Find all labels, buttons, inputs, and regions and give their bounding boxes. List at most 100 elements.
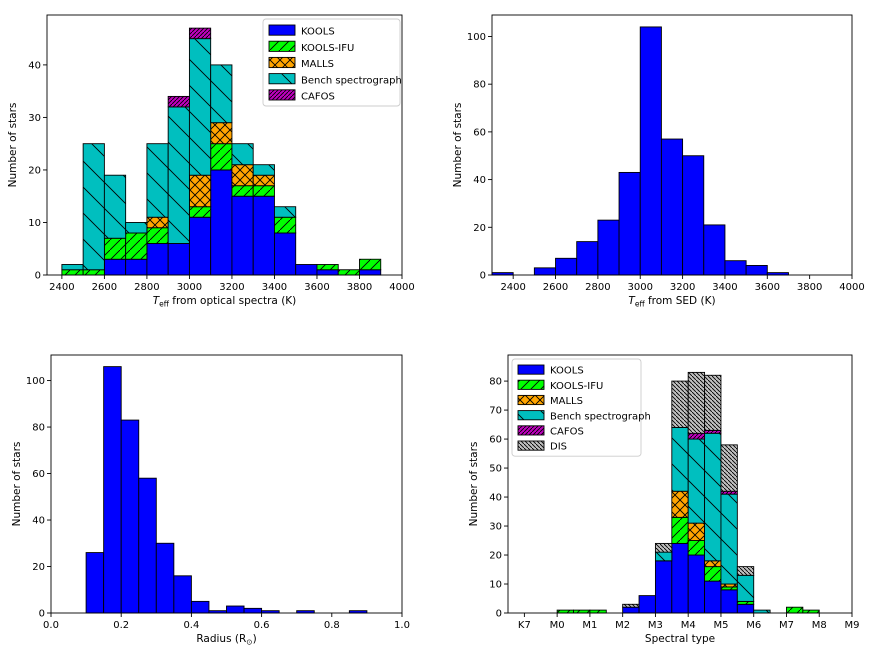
legend-label-kools-ifu: KOOLS-IFU: [550, 381, 603, 392]
bar-kools-9: [720, 589, 738, 613]
bar-kools-6: [671, 543, 689, 613]
legend-swatch-hatch: [518, 410, 544, 420]
legend-swatch-hatch: [269, 41, 295, 52]
axes-frame: [491, 14, 853, 276]
legend-label-bench-spectrograph: Bench spectrograph: [550, 411, 651, 422]
bar-bench-spectrograph-8-edge: [231, 143, 254, 166]
bar-kools-4: [146, 243, 169, 275]
bar-dis-9-edge: [720, 444, 738, 492]
legend-swatch-edge: [268, 89, 296, 101]
x-tick-label: 3400: [712, 282, 737, 293]
y-tick-label: 0: [35, 271, 41, 282]
x-tick-label: 3800: [797, 282, 822, 293]
bar-kools-12: [316, 269, 339, 275]
bar-kools-ifu-0-hatch: [61, 269, 84, 275]
bar-bench-spectrograph-10-edge: [274, 206, 297, 218]
x-tick-label: 4000: [389, 282, 414, 293]
x-tick-label: M1: [582, 620, 597, 631]
bar-malls-9-hatch: [253, 175, 275, 186]
bar-bench-spectrograph-5-hatch: [168, 106, 190, 244]
bar-malls-7-hatch: [688, 523, 705, 541]
x-tick-label: 0.6: [254, 620, 270, 631]
x-tick-label: M0: [550, 620, 565, 631]
bar-cafos-5-hatch: [168, 96, 190, 107]
bar-kools-8: [704, 581, 721, 613]
bar-kools-3: [138, 478, 157, 613]
y-tick-label: 80: [473, 80, 486, 91]
bar-cafos-9-hatch: [720, 491, 738, 495]
bar-kools-ifu-1-hatch: [83, 269, 105, 275]
bar-bench-spectrograph-9-hatch: [720, 494, 738, 585]
legend-swatch-hatch: [518, 441, 544, 451]
bar-dis-3-hatch: [622, 604, 640, 608]
x-tick-label: 2600: [92, 282, 117, 293]
y-tick-label: 0: [480, 271, 486, 282]
bar-kools-ifu-10-hatch: [737, 601, 754, 605]
bar-kools-ifu-8-hatch: [704, 566, 721, 582]
bar-kools-6: [619, 172, 641, 275]
bar-kools-9: [682, 155, 704, 275]
x-tick-label: 0.8: [324, 620, 340, 631]
bar-kools-10: [261, 610, 280, 613]
x-tick-label: 2800: [585, 282, 610, 293]
x-tick-label: 2400: [49, 282, 74, 293]
legend-swatch-edge: [517, 379, 545, 390]
bar-kools-5: [173, 575, 192, 613]
x-tick-label: 2400: [500, 282, 525, 293]
bar-kools-ifu-6-hatch: [671, 517, 689, 544]
legend-swatch-edge: [517, 364, 545, 375]
y-tick-label: 0: [496, 609, 502, 620]
bar-kools-ifu-2-hatch: [589, 610, 607, 613]
bar-kools-3: [622, 607, 640, 613]
x-tick-label: K7: [518, 620, 531, 631]
x-tick-label: M9: [845, 620, 860, 631]
bar-dis-8-edge: [704, 374, 722, 431]
y-axis-label: Number of stars: [452, 103, 464, 188]
y-axis-label: Number of stars: [11, 442, 23, 527]
legend-swatch-edge: [517, 410, 545, 421]
bar-dis-5-hatch: [655, 543, 672, 553]
bar-kools-ifu-10-hatch: [274, 217, 296, 233]
bar-kools-2: [104, 259, 126, 275]
x-tick-label: 3400: [262, 282, 287, 293]
legend-label-bench-spectrograph: Bench spectrograph: [301, 75, 402, 86]
y-tick-label: 20: [28, 165, 41, 176]
bar-cafos-7-hatch: [688, 433, 705, 440]
bar-kools-5: [597, 220, 620, 275]
bar-bench-spectrograph-1-hatch: [83, 143, 105, 270]
bar-kools-ifu-0-hatch: [557, 610, 574, 613]
legend-swatch-hatch: [269, 57, 295, 68]
bar-kools-11: [296, 610, 315, 613]
bar-kools-3: [125, 259, 147, 275]
y-tick-label: 80: [32, 423, 45, 434]
bar-kools-ifu-9-hatch: [720, 586, 738, 590]
legend-label-malls: MALLS: [301, 59, 334, 70]
bar-bench-spectrograph-7-edge: [210, 64, 233, 124]
bar-kools-9: [253, 196, 275, 275]
bar-kools-ifu-9-hatch: [253, 185, 275, 197]
y-tick-label: 60: [489, 435, 502, 446]
x-tick-label: 3200: [219, 282, 244, 293]
bar-malls-8-hatch: [231, 164, 254, 186]
bar-kools-ifu-14-edge: [359, 258, 382, 271]
bar-kools-7: [210, 169, 232, 275]
bar-dis-8-hatch: [704, 375, 721, 431]
bar-bench-spectrograph-2-edge: [103, 174, 127, 239]
y-tick-label: 80: [489, 377, 502, 388]
bar-kools-0: [86, 552, 104, 613]
y-tick-label: 30: [489, 522, 502, 533]
bar-dis-10-hatch: [737, 566, 754, 576]
bar-dis-6-hatch: [671, 381, 689, 428]
x-tick-label: M3: [648, 620, 663, 631]
legend-swatch-edge: [517, 425, 545, 436]
legend-swatch-edge: [268, 73, 296, 85]
y-tick-label: 10: [28, 218, 41, 229]
bar-malls-6-hatch: [189, 175, 211, 207]
bar-kools-12: [746, 265, 768, 275]
x-tick-label: 2600: [543, 282, 568, 293]
y-tick-label: 20: [489, 551, 502, 562]
bar-kools-ifu-12-hatch: [786, 607, 803, 613]
x-tick-label: M8: [812, 620, 827, 631]
legend-swatch-hatch: [518, 395, 544, 405]
x-tick-label: 3600: [304, 282, 329, 293]
